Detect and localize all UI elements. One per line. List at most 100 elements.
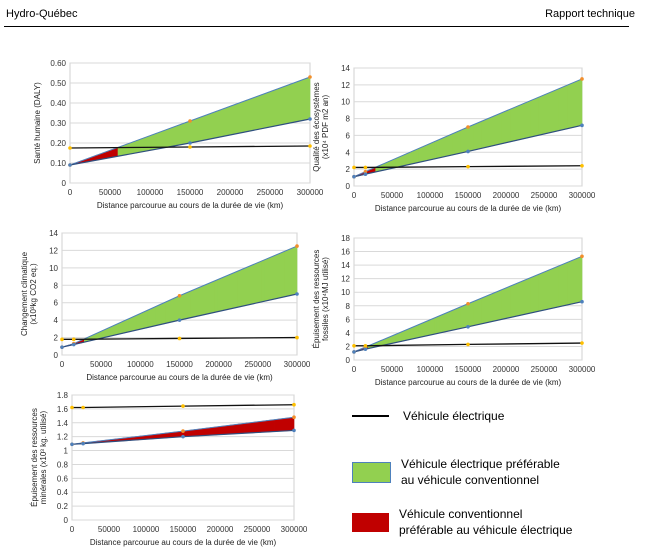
y-tick-label: 0 <box>62 179 67 188</box>
conventional-preferable-area <box>263 420 267 433</box>
electric-preferable-area <box>507 285 512 319</box>
electric-preferable-area <box>156 131 161 150</box>
y-tick-label: 4 <box>346 148 351 157</box>
electric-preferable-area <box>521 102 526 140</box>
electric-preferable-area <box>573 80 577 128</box>
electric-preferable-area <box>258 94 263 130</box>
conventional-preferable-area <box>210 426 214 436</box>
electric-preferable-area <box>408 151 412 165</box>
electric-preferable-area <box>484 294 489 324</box>
electric-preferable-area <box>303 77 308 121</box>
electric-preferable-area <box>171 297 175 323</box>
lower-point <box>308 117 312 121</box>
electric-preferable-area <box>290 246 295 296</box>
conventional-preferable-area <box>199 428 203 437</box>
electric-preferable-area <box>211 280 216 314</box>
electric-preferable-area <box>467 302 472 328</box>
electric-preferable-area <box>447 134 451 157</box>
electric-preferable-area <box>476 121 480 150</box>
y-tick-label: 0 <box>54 351 59 360</box>
y-tick-label: 2 <box>54 334 59 343</box>
electric-preferable-area <box>454 131 459 155</box>
x-tick-label: 250000 <box>531 365 558 374</box>
chart-fossil-depletion: 0 2 4 6 8 10 12 14 16 18 0 50000 100000 150000 200000 2… <box>312 234 596 387</box>
y-tick-label: 0 <box>346 356 351 365</box>
lower-point <box>81 441 85 446</box>
electric-point <box>580 163 584 168</box>
y-tick-label: 12 <box>341 81 350 90</box>
y-axis-label: Qualité des écosystèmes <box>312 82 321 171</box>
electric-preferable-area <box>550 267 554 309</box>
y-tick-label: 1.6 <box>57 405 69 414</box>
conventional-preferable-area <box>185 430 189 437</box>
y-tick-label: 6 <box>346 315 351 324</box>
electric-preferable-area <box>429 142 433 161</box>
y-tick-label: 1 <box>64 447 69 456</box>
electric-preferable-area <box>479 297 483 325</box>
electric-preferable-area <box>190 289 195 318</box>
legend-label-red-2: préférable au véhicule électrique <box>399 523 573 537</box>
y-tick-label: 12 <box>341 275 350 284</box>
electric-point <box>580 341 584 345</box>
electric-preferable-area <box>255 95 260 131</box>
x-tick-label: 0 <box>60 360 65 369</box>
electric-preferable-area <box>541 94 546 135</box>
electric-preferable-area <box>261 93 266 129</box>
y-tick-label: 12 <box>49 246 58 255</box>
electric-preferable-area <box>294 80 299 123</box>
electric-preferable-area <box>530 98 534 138</box>
electric-preferable-area <box>258 260 263 303</box>
conventional-preferable-area <box>240 423 245 434</box>
electric-preferable-area <box>285 84 290 125</box>
x-tick-label: 0 <box>68 188 73 197</box>
electric-preferable-area <box>465 126 469 153</box>
electric-preferable-area <box>553 266 557 309</box>
x-axis-label: Distance parcourue au cours de la durée … <box>375 204 562 213</box>
electric-preferable-area <box>501 287 506 320</box>
electric-preferable-area <box>118 321 122 335</box>
electric-preferable-area <box>460 305 464 329</box>
electric-preferable-area <box>553 89 557 133</box>
x-tick-label: 250000 <box>531 191 558 200</box>
lower-point <box>352 174 356 179</box>
electric-preferable-area <box>527 100 531 139</box>
electric-preferable-area <box>434 139 438 160</box>
y-tick-label: 14 <box>341 261 350 270</box>
legend-line-swatch <box>352 415 389 417</box>
electric-preferable-area <box>144 309 149 329</box>
conventional-preferable-area <box>227 424 231 435</box>
electric-preferable-area <box>462 304 466 329</box>
legend-label-electric: Véhicule électrique <box>403 409 505 423</box>
conventional-upper-line <box>353 78 583 178</box>
x-tick-label: 150000 <box>455 191 482 200</box>
upper-point <box>188 119 192 123</box>
electric-preferable-area <box>510 284 514 318</box>
electric-preferable-area <box>243 266 248 307</box>
electric-preferable-area <box>246 98 251 132</box>
y-axis-label: Épuisement des ressources <box>30 408 39 507</box>
electric-preferable-area <box>413 148 417 164</box>
electric-preferable-area <box>273 88 278 127</box>
x-tick-label: 200000 <box>217 188 244 197</box>
electric-preferable-area <box>225 106 230 137</box>
plot-area-frame <box>71 394 295 521</box>
electric-point <box>68 146 72 150</box>
electric-point <box>177 336 182 341</box>
electric-point <box>466 164 470 169</box>
electric-point <box>81 405 85 410</box>
electric-preferable-area <box>136 313 141 331</box>
electric-preferable-area <box>544 92 549 135</box>
lower-point <box>70 442 74 447</box>
electric-preferable-area <box>228 105 233 136</box>
y-axis-label: Épuisement des ressources <box>312 250 321 349</box>
electric-preferable-area <box>481 119 486 149</box>
electric-preferable-area <box>490 292 494 323</box>
electric-preferable-area <box>144 135 149 152</box>
electric-point <box>181 404 185 408</box>
electric-preferable-area <box>249 264 254 305</box>
upper-point <box>580 254 584 259</box>
electric-preferable-area <box>510 107 514 143</box>
electric-preferable-area <box>159 130 164 149</box>
electric-preferable-area <box>556 88 560 132</box>
y-axis-label: Changement climatique <box>20 251 29 336</box>
